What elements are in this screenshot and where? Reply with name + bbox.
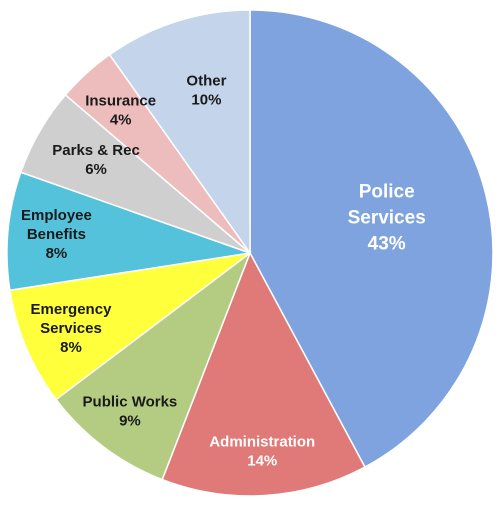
pie-label-name: Public Works: [83, 393, 178, 410]
pie-label-percent: 9%: [119, 412, 141, 429]
pie-label-percent: 6%: [85, 161, 107, 178]
pie-label-percent: 10%: [191, 91, 221, 108]
pie-slice-public-works: [55, 250, 252, 481]
pie-label-percent: 8%: [46, 245, 68, 262]
pie-label-name: Administration: [209, 433, 315, 450]
pie-label-name: Emergency: [31, 301, 113, 318]
pie-slice-administration: [161, 251, 366, 497]
pie-labels: Police Services 43% Administration 14% Public…: [21, 72, 426, 469]
pie-label-name: Parks & Rec: [52, 142, 140, 159]
pie-label-employee-benefits: Employee Benefits 8%: [21, 207, 92, 262]
pie-label-percent: 8%: [60, 339, 82, 356]
pie-label-name: Insurance: [85, 93, 156, 110]
pie-slice-police-services: [249, 9, 494, 469]
pie-label-name: Employee: [21, 207, 92, 224]
pie-slice-employee-benefits: [6, 171, 251, 292]
pie-label-emergency-services: Emergency Services 8%: [31, 301, 113, 356]
pie-slices: [6, 9, 494, 497]
pie-label-name: Other: [186, 72, 226, 89]
pie-label-insurance: Insurance 4%: [85, 93, 156, 129]
pie-label-parks-rec: Parks & Rec 6%: [52, 142, 140, 178]
pie-label-name: Services: [40, 320, 102, 337]
pie-label-percent: 43%: [368, 234, 406, 255]
pie-label-name: Benefits: [27, 226, 86, 243]
pie-label-police-services: Police Services 43%: [348, 182, 426, 255]
pie-label-percent: 4%: [110, 112, 132, 129]
pie-label-percent: 14%: [247, 452, 277, 469]
pie-label-other: Other 10%: [186, 72, 226, 108]
pie-slice-emergency-services: [9, 252, 251, 401]
pie-label-name: Police: [359, 182, 415, 203]
pie-slice-other: [108, 9, 251, 256]
pie-label-public-works: Public Works 9%: [83, 393, 178, 429]
pie-label-administration: Administration 14%: [209, 433, 315, 469]
pie-label-name: Services: [348, 208, 426, 229]
